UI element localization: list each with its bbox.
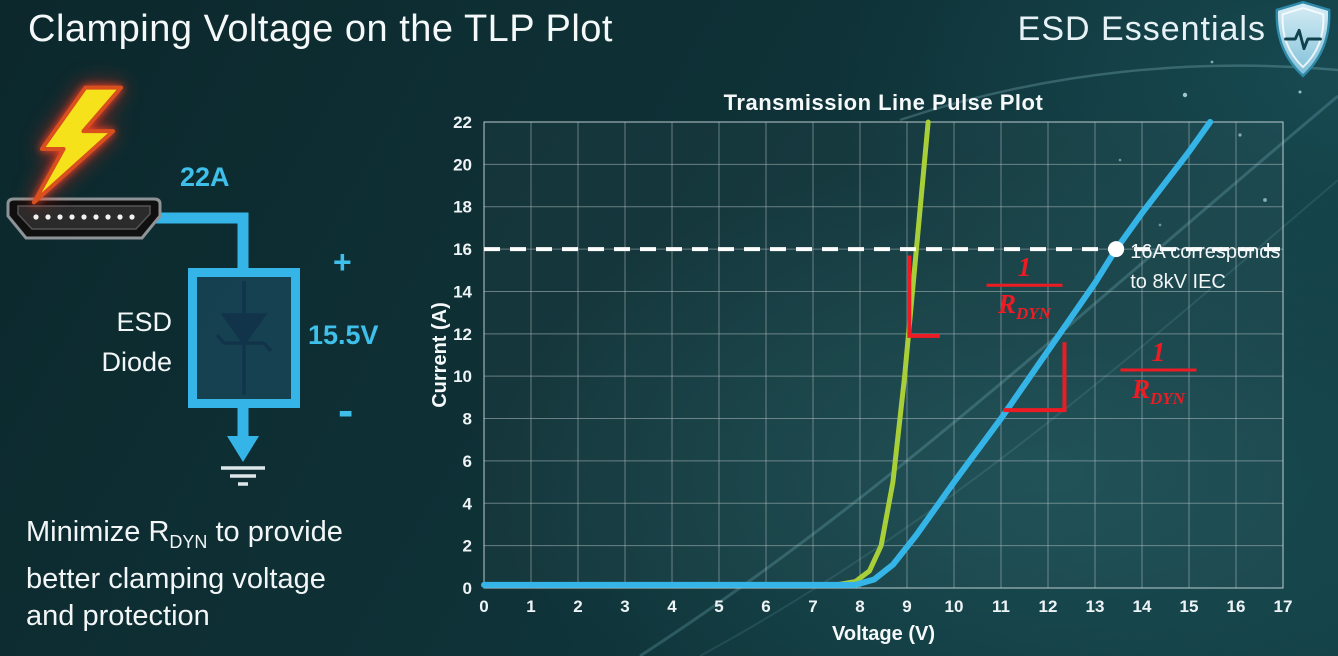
iec-annotation-line-2: to 8kV IEC (1130, 271, 1226, 293)
iec-level-marker-dot (1108, 241, 1125, 258)
ground-symbol-icon (221, 466, 265, 486)
y-tick-label: 20 (453, 155, 472, 174)
lightning-bolt-icon (31, 85, 123, 205)
x-tick-label: 17 (1274, 597, 1293, 616)
tlp-chart: 0 1 2 3 4 5 6 7 8 9 10 11 12 13 14 15 16 1702468101214161… (430, 90, 1293, 645)
slope-indicator-2 (1003, 342, 1067, 413)
plus-terminal-label: + (333, 244, 352, 280)
ground-arrowhead (227, 436, 259, 462)
y-tick-label: 8 (463, 410, 472, 429)
x-tick-label: 10 (945, 597, 964, 616)
takeaway-line-2: better clamping voltage (26, 562, 326, 595)
x-tick-label: 14 (1133, 597, 1152, 616)
x-tick-label: 4 (667, 597, 677, 616)
y-tick-label: 16 (453, 240, 472, 259)
y-tick-label: 0 (463, 579, 472, 598)
y-tick-label: 2 (463, 537, 472, 556)
esd-circuit-diagram: 22A ESD Diode + 15.5V - (0, 80, 430, 520)
device-label: ESD Diode (48, 302, 172, 382)
takeaway-text: Minimize RDYN to provide better clamping… (26, 514, 343, 635)
chart-title: Transmission Line Pulse Plot (724, 90, 1044, 115)
takeaway-line-3: and protection (26, 599, 210, 632)
x-tick-label: 3 (620, 597, 629, 616)
x-tick-label: 6 (761, 597, 770, 616)
device-label-line1: ESD (116, 307, 172, 337)
iec-annotation-line-1: 16A corresponds (1130, 241, 1280, 263)
x-tick-label: 1 (526, 597, 535, 616)
x-tick-label: 7 (808, 597, 817, 616)
slope-indicator-1 (907, 255, 940, 338)
esd-shield-logo-icon (1275, 0, 1331, 78)
x-tick-label: 13 (1086, 597, 1105, 616)
rdyn-fraction-numerator-2: 1 (1152, 337, 1166, 367)
takeaway-line-1: Minimize RDYN to provide (26, 514, 343, 561)
x-tick-label: 5 (714, 597, 723, 616)
esd-diode-box (188, 268, 300, 408)
minus-terminal-label: - (338, 384, 354, 436)
x-tick-label: 8 (855, 597, 864, 616)
x-tick-label: 9 (902, 597, 911, 616)
takeaway-line1-suffix: to provide (207, 516, 343, 548)
x-tick-label: 16 (1227, 597, 1246, 616)
y-tick-label: 4 (463, 494, 473, 513)
takeaway-line1-subscript: DYN (169, 531, 208, 552)
x-tick-label: 15 (1180, 597, 1199, 616)
y-tick-label: 18 (453, 198, 472, 217)
series-blue-curve-high-rdyn (481, 119, 1214, 588)
rdyn-fraction-denominator-2: RDYN (1131, 374, 1186, 408)
x-axis-label: Voltage (V) (832, 623, 935, 645)
hdmi-connector-icon (6, 197, 162, 240)
rdyn-fraction-denominator-1: RDYN (997, 289, 1052, 323)
clamp-voltage-label: 15.5V (308, 320, 379, 350)
x-tick-label: 11 (992, 597, 1010, 616)
y-axis-label: Current (A) (430, 302, 451, 408)
x-tick-label: 12 (1039, 597, 1058, 616)
y-tick-label: 22 (453, 113, 472, 132)
y-tick-label: 14 (453, 282, 472, 301)
slide-title: Clamping Voltage on the TLP Plot (28, 8, 613, 50)
plot-border (483, 121, 1284, 589)
x-tick-label: 0 (479, 597, 488, 616)
takeaway-line1-prefix: Minimize R (26, 516, 170, 548)
x-tick-label: 2 (573, 597, 582, 616)
y-tick-label: 10 (453, 367, 472, 386)
rdyn-fraction-numerator-1: 1 (1018, 252, 1032, 282)
y-tick-label: 12 (453, 325, 472, 344)
zener-diode-symbol (215, 281, 273, 395)
brand-name: ESD Essentials (1017, 10, 1266, 48)
surge-current-label: 22A (180, 162, 230, 192)
y-tick-label: 6 (463, 452, 472, 471)
device-label-line2: Diode (101, 347, 172, 377)
